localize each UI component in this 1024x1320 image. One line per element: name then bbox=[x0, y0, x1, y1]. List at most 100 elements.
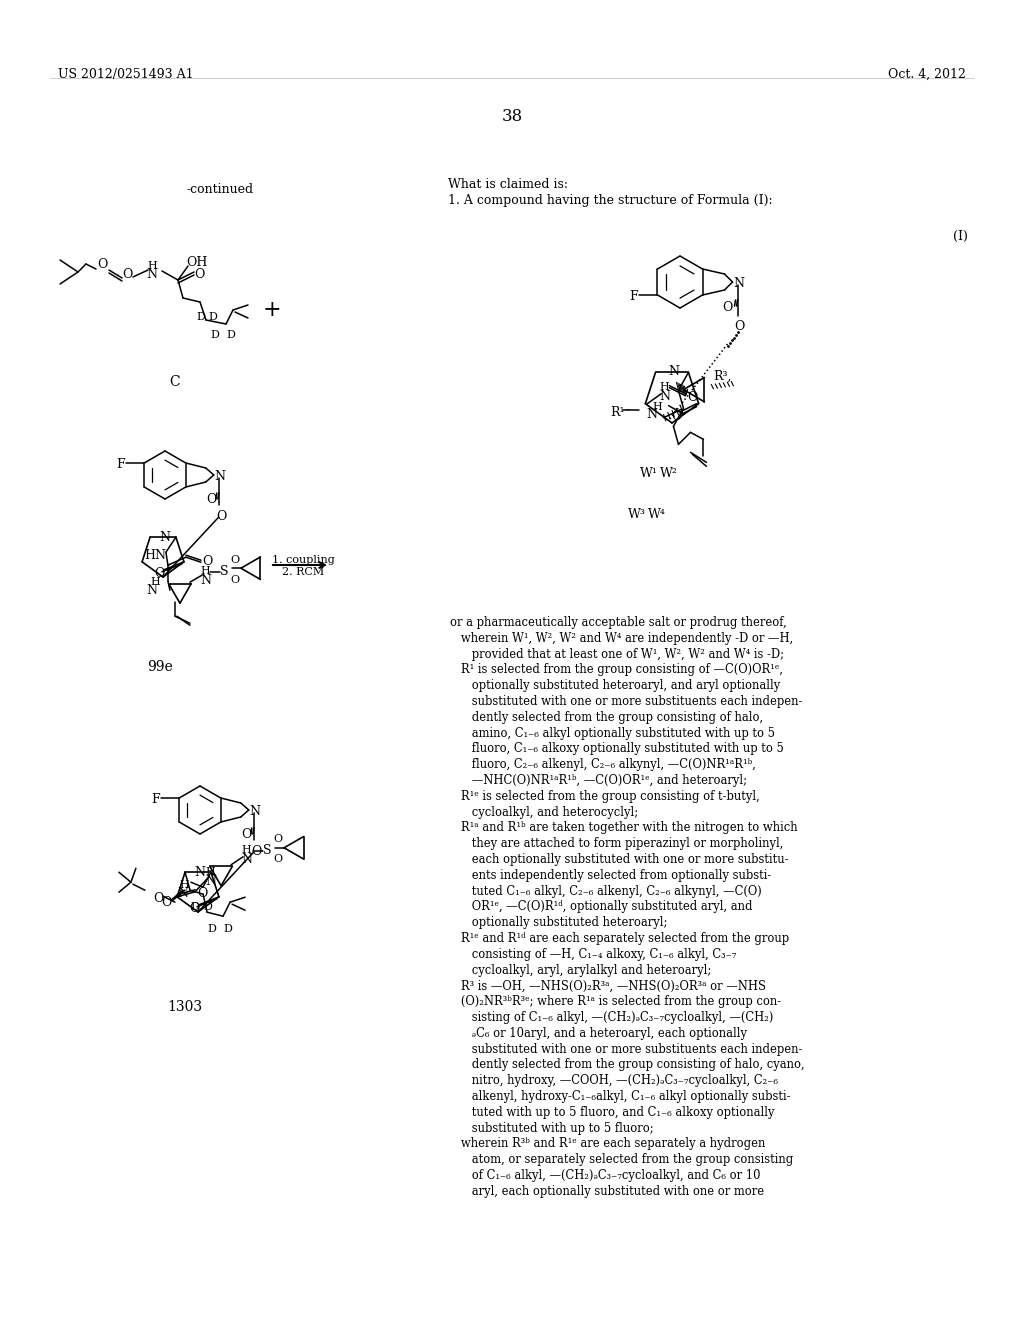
Text: of C₁₋₆ alkyl, —(CH₂)ₔC₃₋₇cycloalkyl, and C₆ or 10: of C₁₋₆ alkyl, —(CH₂)ₔC₃₋₇cycloalkyl, an… bbox=[450, 1170, 761, 1181]
Text: atom, or separately selected from the group consisting: atom, or separately selected from the gr… bbox=[450, 1154, 794, 1166]
Text: O: O bbox=[194, 268, 205, 281]
Text: O: O bbox=[154, 566, 164, 579]
Text: cycloalkyl, aryl, arylalkyl and heteroaryl;: cycloalkyl, aryl, arylalkyl and heteroar… bbox=[450, 964, 712, 977]
Text: S: S bbox=[220, 565, 228, 578]
Text: substituted with one or more substituents each indepen-: substituted with one or more substituent… bbox=[450, 1043, 803, 1056]
Text: O: O bbox=[230, 556, 239, 565]
Text: 2. RCM: 2. RCM bbox=[282, 568, 325, 577]
Text: sisting of C₁₋₆ alkyl, —(CH₂)ₔC₃₋₇cycloalkyl, —(CH₂): sisting of C₁₋₆ alkyl, —(CH₂)ₔC₃₋₇cycloa… bbox=[450, 1011, 773, 1024]
Text: N: N bbox=[146, 585, 157, 597]
Text: C: C bbox=[170, 375, 180, 389]
Text: Oct. 4, 2012: Oct. 4, 2012 bbox=[888, 69, 966, 81]
Text: N: N bbox=[646, 408, 657, 421]
Text: O: O bbox=[161, 896, 171, 909]
Text: provided that at least one of W¹, W², W² and W⁴ is -D;: provided that at least one of W¹, W², W²… bbox=[450, 648, 784, 660]
Text: D: D bbox=[223, 924, 232, 935]
Text: aryl, each optionally substituted with one or more: aryl, each optionally substituted with o… bbox=[450, 1185, 764, 1197]
Text: (O)₂NR³ᵇR³ᵉ; where R¹ᵃ is selected from the group con-: (O)₂NR³ᵇR³ᵉ; where R¹ᵃ is selected from … bbox=[450, 995, 781, 1008]
Text: N: N bbox=[241, 853, 252, 866]
Text: —NHC(O)NR¹ᵃR¹ᵇ, —C(O)OR¹ᵉ, and heteroaryl;: —NHC(O)NR¹ᵃR¹ᵇ, —C(O)OR¹ᵉ, and heteroary… bbox=[450, 774, 746, 787]
Text: optionally substituted heteroaryl, and aryl optionally: optionally substituted heteroaryl, and a… bbox=[450, 680, 780, 692]
Text: OR¹ᵉ, —C(O)R¹ᵈ, optionally substituted aryl, and: OR¹ᵉ, —C(O)R¹ᵈ, optionally substituted a… bbox=[450, 900, 753, 913]
Text: D: D bbox=[207, 924, 216, 935]
Text: S: S bbox=[263, 843, 271, 857]
Text: D: D bbox=[208, 312, 217, 322]
Text: O: O bbox=[188, 902, 200, 915]
Text: O: O bbox=[734, 319, 744, 333]
Text: O: O bbox=[672, 409, 682, 422]
Text: H: H bbox=[179, 880, 188, 890]
Text: amino, C₁₋₆ alkyl optionally substituted with up to 5: amino, C₁₋₆ alkyl optionally substituted… bbox=[450, 726, 775, 739]
Text: nitro, hydroxy, —COOH, —(CH₂)ₔC₃₋₇cycloalkyl, C₂₋₆: nitro, hydroxy, —COOH, —(CH₂)ₔC₃₋₇cycloa… bbox=[450, 1074, 778, 1088]
Text: dently selected from the group consisting of halo, cyano,: dently selected from the group consistin… bbox=[450, 1059, 805, 1072]
Text: H: H bbox=[150, 577, 160, 587]
Text: R¹ᵃ and R¹ᵇ are taken together with the nitrogen to which: R¹ᵃ and R¹ᵇ are taken together with the … bbox=[450, 821, 798, 834]
Text: O: O bbox=[273, 854, 283, 863]
Text: D: D bbox=[226, 330, 234, 341]
Text: N: N bbox=[215, 470, 225, 483]
Text: +: + bbox=[263, 300, 282, 321]
Text: O: O bbox=[153, 892, 163, 906]
Text: O: O bbox=[723, 301, 733, 314]
Text: D: D bbox=[210, 330, 219, 341]
Text: 1. coupling: 1. coupling bbox=[271, 554, 335, 565]
Text: or a pharmaceutically acceptable salt or prodrug thereof,: or a pharmaceutically acceptable salt or… bbox=[450, 616, 786, 630]
Text: tuted with up to 5 fluoro, and C₁₋₆ alkoxy optionally: tuted with up to 5 fluoro, and C₁₋₆ alko… bbox=[450, 1106, 774, 1119]
Text: ₔC₆ or 10aryl, and a heteroaryl, each optionally: ₔC₆ or 10aryl, and a heteroaryl, each op… bbox=[450, 1027, 746, 1040]
Text: O: O bbox=[251, 845, 261, 858]
Text: W¹: W¹ bbox=[640, 467, 657, 480]
Text: HN: HN bbox=[144, 549, 166, 562]
Text: R³,: R³, bbox=[714, 370, 732, 383]
Text: O: O bbox=[241, 828, 251, 841]
Text: O: O bbox=[97, 259, 108, 272]
Text: W²: W² bbox=[660, 467, 678, 480]
Text: fluoro, C₂₋₆ alkenyl, C₂₋₆ alkynyl, —C(O)NR¹ᵃR¹ᵇ,: fluoro, C₂₋₆ alkenyl, C₂₋₆ alkynyl, —C(O… bbox=[450, 758, 756, 771]
Text: F: F bbox=[116, 458, 125, 471]
Text: R³ is —OH, —NHS(O)₂R³ᵃ, —NHS(O)₂OR³ᵃ or —NHS: R³ is —OH, —NHS(O)₂R³ᵃ, —NHS(O)₂OR³ᵃ or … bbox=[450, 979, 766, 993]
Text: D: D bbox=[203, 902, 212, 912]
Text: N: N bbox=[200, 574, 211, 587]
Text: N: N bbox=[668, 366, 679, 378]
Text: substituted with up to 5 fluoro;: substituted with up to 5 fluoro; bbox=[450, 1122, 653, 1135]
Text: O: O bbox=[197, 887, 208, 900]
Text: H: H bbox=[205, 867, 215, 876]
Text: D: D bbox=[196, 312, 205, 322]
Text: H: H bbox=[147, 261, 157, 271]
Text: F: F bbox=[630, 290, 638, 304]
Text: W³: W³ bbox=[628, 508, 646, 521]
Text: O: O bbox=[202, 556, 212, 568]
Text: OH: OH bbox=[186, 256, 208, 269]
Text: R¹ᵉ and R¹ᵈ are each separately selected from the group: R¹ᵉ and R¹ᵈ are each separately selected… bbox=[450, 932, 790, 945]
Text: 38: 38 bbox=[502, 108, 522, 125]
Text: US 2012/0251493 A1: US 2012/0251493 A1 bbox=[58, 69, 194, 81]
Text: fluoro, C₁₋₆ alkoxy optionally substituted with up to 5: fluoro, C₁₋₆ alkoxy optionally substitut… bbox=[450, 742, 784, 755]
Text: -continued: -continued bbox=[186, 183, 254, 195]
Text: N: N bbox=[250, 805, 261, 818]
Text: N: N bbox=[659, 389, 671, 403]
Text: O: O bbox=[687, 391, 697, 404]
Text: wherein W¹, W², W² and W⁴ are independently -D or —H,: wherein W¹, W², W² and W⁴ are independen… bbox=[450, 632, 794, 644]
Text: R¹ is selected from the group consisting of —C(O)OR¹ᵉ,: R¹ is selected from the group consisting… bbox=[450, 664, 783, 676]
Text: W⁴: W⁴ bbox=[648, 508, 666, 521]
Text: N: N bbox=[194, 866, 205, 879]
Text: they are attached to form piperazinyl or morpholinyl,: they are attached to form piperazinyl or… bbox=[450, 837, 783, 850]
Text: O: O bbox=[273, 834, 283, 843]
Text: 1. A compound having the structure of Formula (I):: 1. A compound having the structure of Fo… bbox=[449, 194, 773, 207]
Text: optionally substituted heteroaryl;: optionally substituted heteroaryl; bbox=[450, 916, 668, 929]
Text: D: D bbox=[190, 902, 199, 912]
Text: substituted with one or more substituents each indepen-: substituted with one or more substituent… bbox=[450, 696, 803, 708]
Text: alkenyl, hydroxy-C₁₋₆alkyl, C₁₋₆ alkyl optionally substi-: alkenyl, hydroxy-C₁₋₆alkyl, C₁₋₆ alkyl o… bbox=[450, 1090, 791, 1104]
Text: each optionally substituted with one or more substitu-: each optionally substituted with one or … bbox=[450, 853, 788, 866]
Text: O: O bbox=[216, 510, 226, 523]
Text: dently selected from the group consisting of halo,: dently selected from the group consistin… bbox=[450, 710, 763, 723]
Text: N: N bbox=[159, 531, 170, 544]
Text: wherein R³ᵇ and R¹ᵉ are each separately a hydrogen: wherein R³ᵇ and R¹ᵉ are each separately … bbox=[450, 1138, 765, 1151]
Text: ents independently selected from optionally substi-: ents independently selected from optiona… bbox=[450, 869, 771, 882]
Text: R¹⁻: R¹⁻ bbox=[610, 405, 632, 418]
Text: N: N bbox=[205, 875, 216, 888]
Text: R¹ᵉ is selected from the group consisting of t-butyl,: R¹ᵉ is selected from the group consistin… bbox=[450, 789, 760, 803]
Text: cycloalkyl, and heterocyclyl;: cycloalkyl, and heterocyclyl; bbox=[450, 805, 638, 818]
Text: N: N bbox=[733, 277, 744, 290]
Text: H: H bbox=[200, 566, 210, 577]
Text: O: O bbox=[122, 268, 132, 281]
